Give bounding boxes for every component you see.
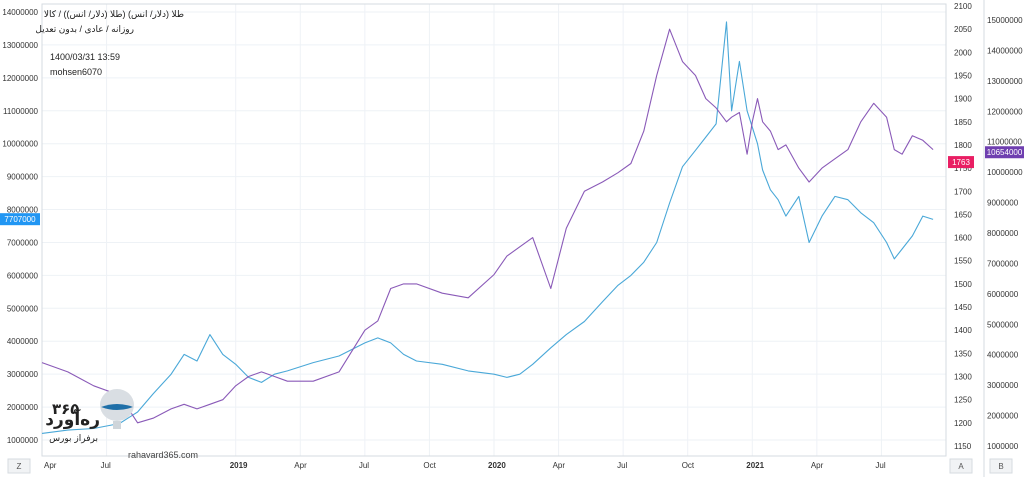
coin-last-value: 10654000: [987, 148, 1023, 157]
logo-number: ۳۶۵: [52, 400, 80, 418]
timestamp: 1400/03/31 13:59: [50, 52, 121, 62]
coin-last-value-bg: [985, 146, 1024, 159]
series-group: [41, 21, 934, 434]
chart-title: طلا (دلار/ انس) (طلا (دلار/ انس)) / کالا: [43, 9, 184, 19]
left-tick-label: 1000000: [7, 436, 39, 445]
gold-tick-label: 1450: [954, 303, 972, 312]
plot-frame: [41, 3, 947, 457]
gold-tick-label: 2000: [954, 48, 972, 57]
coin-tick-label: 12000000: [987, 107, 1023, 116]
coin-tick-label: 1000000: [987, 442, 1019, 451]
gold-last-value-bg: [948, 156, 974, 169]
gold-tick-label: 2050: [954, 25, 972, 34]
left-tick-label: 6000000: [7, 271, 39, 280]
coin-tick-label: 6000000: [987, 290, 1019, 299]
left-last-value: 7707000: [4, 215, 36, 224]
axes: [41, 0, 985, 477]
gold-tick-label: 1650: [954, 210, 972, 219]
left-tick-label: 7000000: [7, 238, 39, 247]
logo-url: rahavard365.com: [128, 450, 199, 460]
username: mohsen6070: [50, 67, 103, 77]
coin-tick-label: 5000000: [987, 320, 1019, 329]
coin-tick-label: 13000000: [987, 77, 1023, 86]
scale-b-button-bg[interactable]: [989, 458, 1013, 474]
x-tick-label: 2021: [746, 461, 764, 470]
left-tick-label: 13000000: [2, 41, 38, 50]
gold-tick-label: 1850: [954, 118, 972, 127]
coin-tick-label: 3000000: [987, 381, 1019, 390]
left-tick-label: 3000000: [7, 370, 39, 379]
scale-b-button[interactable]: B: [998, 462, 1003, 471]
x-tick-label: Apr: [294, 461, 307, 470]
left-tick-label: 5000000: [7, 304, 39, 313]
logo-tagline: برفراز بورس: [49, 434, 98, 444]
gold-tick-label: 1550: [954, 257, 972, 266]
gold-tick-label: 1350: [954, 349, 972, 358]
left-last-value-bg: [0, 213, 40, 226]
left-tick-label: 4000000: [7, 337, 39, 346]
coin-tick-label: 10000000: [987, 168, 1023, 177]
gold-tick-label: 1400: [954, 326, 972, 335]
coin-tick-label: 7000000: [987, 259, 1019, 268]
x-tick-label: Apr: [44, 461, 57, 470]
zoom-button[interactable]: Z: [17, 462, 22, 471]
x-tick-label: Jul: [617, 461, 627, 470]
gold-tick-label: 1800: [954, 141, 972, 150]
auto-scale-button-bg[interactable]: [949, 458, 973, 474]
coin-tick-label: 11000000: [987, 138, 1023, 147]
coin-tick-label: 4000000: [987, 351, 1019, 360]
gold-tick-label: 1250: [954, 396, 972, 405]
left-tick-label: 14000000: [2, 8, 38, 17]
coin-tick-label: 14000000: [987, 46, 1023, 55]
chart-subtitle: روزانه / عادی / بدون تعدیل: [35, 24, 134, 34]
x-tick-label: Oct: [682, 461, 695, 470]
gold-tick-label: 1700: [954, 187, 972, 196]
x-tick-label: Jul: [875, 461, 885, 470]
gold-tick-label: 1300: [954, 373, 972, 382]
coin-tick-label: 8000000: [987, 229, 1019, 238]
x-tick-label: Oct: [423, 461, 436, 470]
gold-price-line: [41, 28, 934, 424]
x-tick-label: Jul: [101, 461, 111, 470]
gold-tick-label: 2100: [954, 2, 972, 11]
logo-balloon-icon: [100, 389, 134, 429]
coin-tick-label: 2000000: [987, 412, 1019, 421]
coin-price-line: [41, 21, 934, 434]
gold-tick-label: 1200: [954, 419, 972, 428]
left-tick-label: 8000000: [7, 206, 39, 215]
gold-tick-label: 1950: [954, 71, 972, 80]
logo-name: ره‌آورد: [45, 410, 100, 430]
zoom-button-bg[interactable]: [7, 458, 31, 474]
auto-scale-button[interactable]: A: [958, 462, 964, 471]
coin-tick-label: 15000000: [987, 16, 1023, 25]
gold-tick-label: 1500: [954, 280, 972, 289]
left-tick-label: 10000000: [2, 140, 38, 149]
gold-tick-label: 1600: [954, 234, 972, 243]
x-tick-label: 2020: [488, 461, 506, 470]
coin-tick-label: 9000000: [987, 199, 1019, 208]
grid: [41, 4, 946, 456]
left-tick-label: 9000000: [7, 173, 39, 182]
left-tick-label: 2000000: [7, 403, 39, 412]
x-tick-label: 2019: [230, 461, 248, 470]
left-tick-label: 11000000: [3, 107, 39, 116]
x-tick-label: Apr: [811, 461, 824, 470]
gold-last-value: 1763: [952, 158, 970, 167]
left-tick-label: 12000000: [2, 74, 38, 83]
gold-tick-label: 1900: [954, 95, 972, 104]
x-tick-label: Jul: [359, 461, 369, 470]
x-tick-label: Apr: [553, 461, 566, 470]
gold-tick-label: 1150: [954, 442, 972, 451]
gold-tick-label: 1750: [954, 164, 972, 173]
